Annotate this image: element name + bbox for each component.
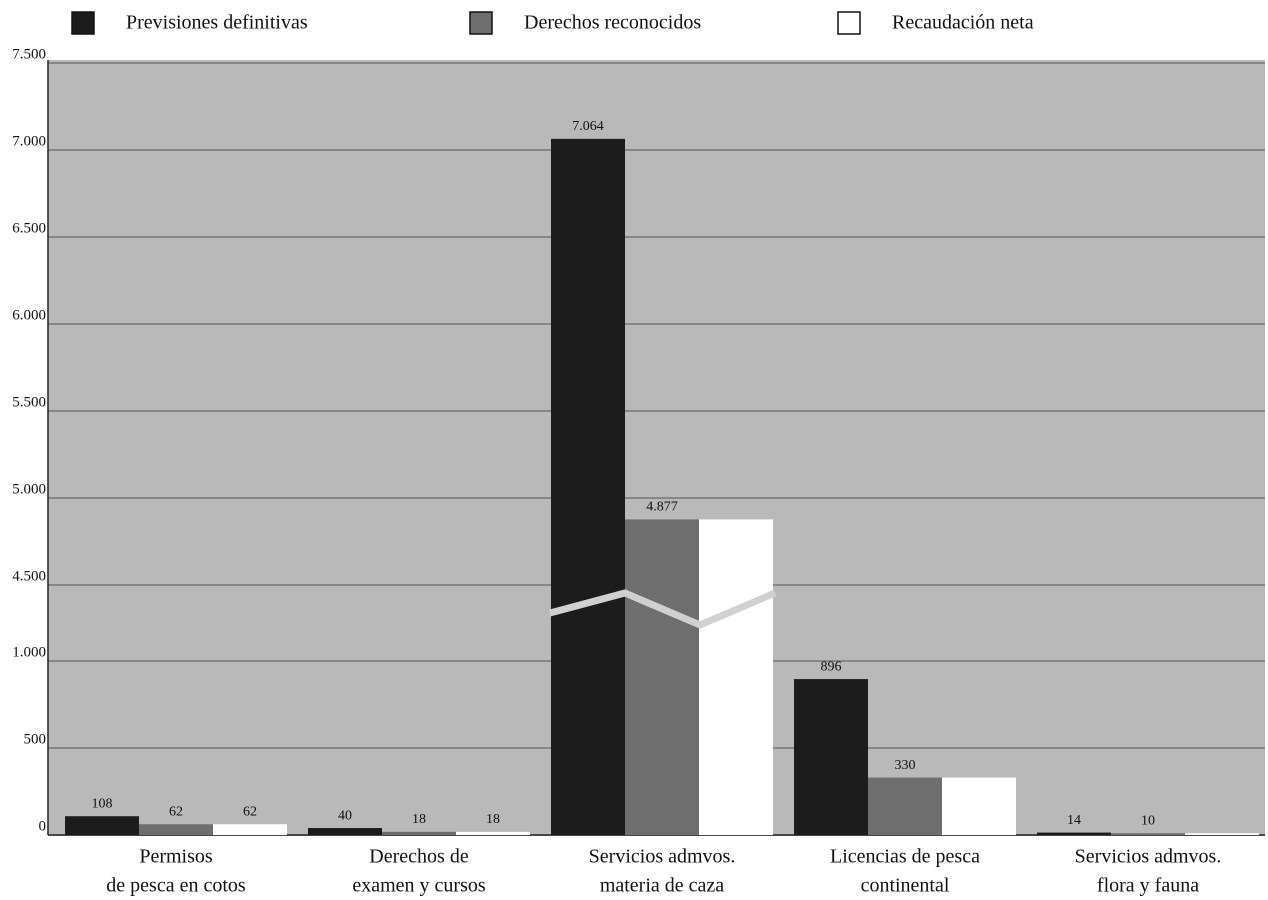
y-tick-label: 1.000 — [12, 644, 46, 660]
bar — [382, 831, 456, 835]
legend-swatch — [837, 11, 861, 35]
x-tick-label: de pesca en cotos — [106, 875, 246, 897]
value-label: 4.877 — [646, 500, 678, 515]
value-label: 62 — [243, 804, 257, 819]
x-tick-label: continental — [861, 875, 950, 897]
axis-break — [549, 589, 777, 629]
value-label: 18 — [486, 812, 500, 827]
y-tick-label: 4.500 — [12, 568, 46, 584]
bar — [794, 679, 868, 835]
value-label: 18 — [412, 812, 426, 827]
x-tick-label: Servicios admvos. — [1075, 846, 1222, 868]
legend-label: Derechos reconocidos — [524, 12, 701, 34]
value-label: 10 — [1141, 813, 1155, 828]
value-label: 330 — [895, 758, 916, 773]
bar — [139, 824, 213, 835]
y-tick-label: 6.000 — [12, 307, 46, 323]
value-label: 40 — [338, 808, 352, 823]
bar — [1185, 833, 1259, 835]
y-tick-label: 5.000 — [12, 481, 46, 497]
bar — [551, 138, 625, 835]
y-tick-label: 6.500 — [12, 220, 46, 236]
y-tick-label: 7.500 — [12, 46, 46, 62]
legend-label: Recaudación neta — [892, 12, 1034, 34]
bar — [1037, 832, 1111, 835]
x-tick-label: Derechos de — [369, 846, 469, 868]
x-tick-label: Permisos — [139, 846, 213, 868]
value-label: 7.064 — [572, 119, 604, 134]
x-tick-label: examen y cursos — [352, 875, 486, 897]
legend-label: Previsiones definitivas — [126, 12, 308, 34]
bar — [456, 831, 530, 835]
y-tick-label: 500 — [24, 731, 47, 747]
value-label: 62 — [169, 804, 183, 819]
x-tick-label: Licencias de pesca — [830, 846, 980, 868]
legend-swatch — [469, 11, 493, 35]
bar — [213, 824, 287, 835]
legend-swatch — [71, 11, 95, 35]
bar — [65, 816, 139, 835]
value-label: 14 — [1067, 813, 1081, 828]
bar — [699, 519, 773, 835]
x-tick-label: flora y fauna — [1097, 875, 1199, 897]
bar — [308, 828, 382, 835]
bar — [942, 777, 1016, 835]
x-tick-label: Servicios admvos. — [589, 846, 736, 868]
y-tick-label: 0 — [39, 818, 47, 834]
x-tick-label: materia de caza — [600, 875, 724, 897]
bar — [1111, 833, 1185, 835]
value-label: 108 — [92, 796, 113, 811]
value-label: 896 — [821, 659, 842, 674]
y-tick-label: 7.000 — [12, 133, 46, 149]
y-tick-label: 5.500 — [12, 394, 46, 410]
bar — [625, 519, 699, 835]
bar — [868, 777, 942, 835]
